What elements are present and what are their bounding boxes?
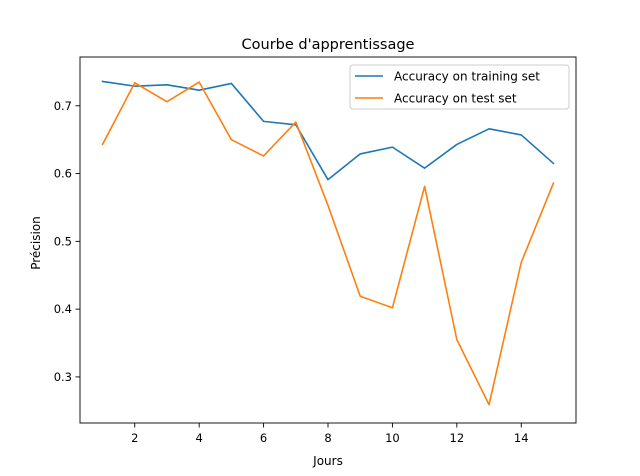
legend: Accuracy on training set Accuracy on test… bbox=[349, 64, 570, 110]
legend-frame bbox=[349, 64, 570, 110]
y-tick-label: 0.5 bbox=[54, 234, 72, 248]
x-tick-label: 10 bbox=[385, 431, 400, 445]
axes-frame bbox=[79, 56, 577, 424]
x-tick-label: 4 bbox=[196, 431, 203, 445]
legend-label-1: Accuracy on training set bbox=[394, 70, 540, 84]
y-tick-label: 0.4 bbox=[54, 302, 72, 316]
x-axis-label: Jours bbox=[312, 454, 343, 468]
x-tick-label: 2 bbox=[131, 431, 138, 445]
legend-label-2: Accuracy on test set bbox=[394, 92, 517, 106]
y-tick-label: 0.7 bbox=[54, 99, 72, 113]
y-tick-label: 0.6 bbox=[54, 167, 72, 181]
plot-area: 2 4 6 8 10 12 14 0.3 0.4 0.5 0.6 0.7 Accuracy on tra… bbox=[54, 56, 577, 445]
y-axis-label: Précision bbox=[29, 216, 43, 270]
x-tick-label: 8 bbox=[324, 431, 331, 445]
series-line-2 bbox=[101, 81, 555, 406]
x-tick-label: 6 bbox=[260, 431, 267, 445]
chart-title: Courbe d'apprentissage bbox=[242, 37, 415, 53]
y-tick-label: 0.3 bbox=[54, 370, 72, 384]
x-tick-label: 14 bbox=[514, 431, 529, 445]
series-line-1 bbox=[101, 80, 555, 181]
x-tick-label: 12 bbox=[450, 431, 465, 445]
